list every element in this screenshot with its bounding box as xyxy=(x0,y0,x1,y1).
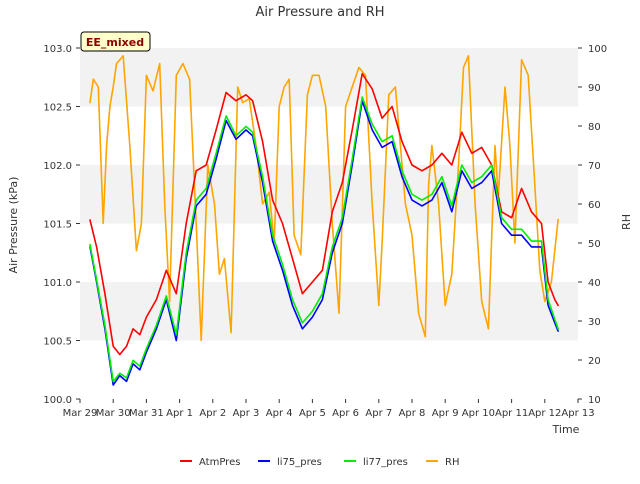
grid-band xyxy=(80,48,578,107)
y-right-tick-label: 20 xyxy=(588,356,601,367)
legend-label: li77_pres xyxy=(363,457,408,468)
x-tick-label: Mar 30 xyxy=(96,408,131,419)
x-tick-label: Apr 1 xyxy=(166,408,193,419)
x-tick-label: Apr 10 xyxy=(462,408,495,419)
x-tick-label: Mar 31 xyxy=(129,408,164,419)
y-right-tick-label: 90 xyxy=(588,83,601,94)
y-right-tick-label: 80 xyxy=(588,122,601,133)
x-tick-label: Apr 6 xyxy=(332,408,359,419)
annotation-box: EE_mixed xyxy=(80,31,151,52)
legend: AtmPres li75_pres li77_pres RH xyxy=(180,457,459,468)
series-line-atmpres xyxy=(89,72,559,356)
background-bands xyxy=(80,48,578,399)
x-tick-label: Apr 4 xyxy=(266,408,293,419)
series-line-rh xyxy=(89,54,559,342)
y-right-tick-label: 60 xyxy=(588,200,601,211)
annotation-label: EE_mixed xyxy=(86,36,144,49)
y-left-tick-label: 103.0 xyxy=(43,44,72,55)
y-left-tick-label: 101.5 xyxy=(43,220,72,231)
legend-item: li77_pres xyxy=(344,457,408,468)
y-left-axis: 100.0 100.5 101.0 101.5 102.0 102.5 103.0 xyxy=(43,44,80,406)
x-tick-label: Apr 2 xyxy=(199,408,226,419)
y-left-tick-label: 102.5 xyxy=(43,103,72,114)
chart-title: Air Pressure and RH xyxy=(255,5,384,20)
x-tick-label: Apr 3 xyxy=(233,408,260,419)
y-left-axis-label: Air Pressure (kPa) xyxy=(7,177,20,274)
y-right-tick-label: 70 xyxy=(588,161,601,172)
series-line-li75_pres xyxy=(89,99,559,386)
y-left-tick-label: 102.0 xyxy=(43,161,72,172)
legend-label: AtmPres xyxy=(199,457,240,468)
y-left-tick-label: 100.5 xyxy=(43,337,72,348)
y-right-tick-label: 10 xyxy=(588,395,601,406)
series-line-li77_pres xyxy=(89,96,559,383)
y-left-tick-label: 100.0 xyxy=(43,395,72,406)
x-tick-label: Apr 5 xyxy=(299,408,326,419)
x-tick-label: Apr 12 xyxy=(528,408,561,419)
x-tick-label: Apr 13 xyxy=(561,408,594,419)
legend-item: RH xyxy=(426,457,459,468)
x-axis-label: Time xyxy=(552,423,580,436)
legend-item: AtmPres xyxy=(180,457,240,468)
y-right-axis: 10 20 30 40 50 60 70 80 90 100 xyxy=(578,44,607,406)
legend-label: li75_pres xyxy=(277,457,322,468)
series-layer xyxy=(89,54,559,386)
annotation-background xyxy=(80,31,151,52)
legend-label: RH xyxy=(445,457,459,468)
y-left-tick-label: 101.0 xyxy=(43,278,72,289)
x-tick-label: Apr 11 xyxy=(495,408,528,419)
x-tick-label: Mar 29 xyxy=(63,408,98,419)
y-right-tick-label: 30 xyxy=(588,317,601,328)
x-tick-label: Apr 8 xyxy=(399,408,426,419)
x-tick-label: Apr 9 xyxy=(432,408,459,419)
legend-item: li75_pres xyxy=(258,457,322,468)
y-right-tick-label: 40 xyxy=(588,278,601,289)
y-right-axis-label: RH xyxy=(620,214,633,230)
y-right-tick-label: 100 xyxy=(588,44,607,55)
grid-band xyxy=(80,340,578,399)
y-right-tick-label: 50 xyxy=(588,239,601,250)
x-tick-label: Apr 7 xyxy=(365,408,392,419)
